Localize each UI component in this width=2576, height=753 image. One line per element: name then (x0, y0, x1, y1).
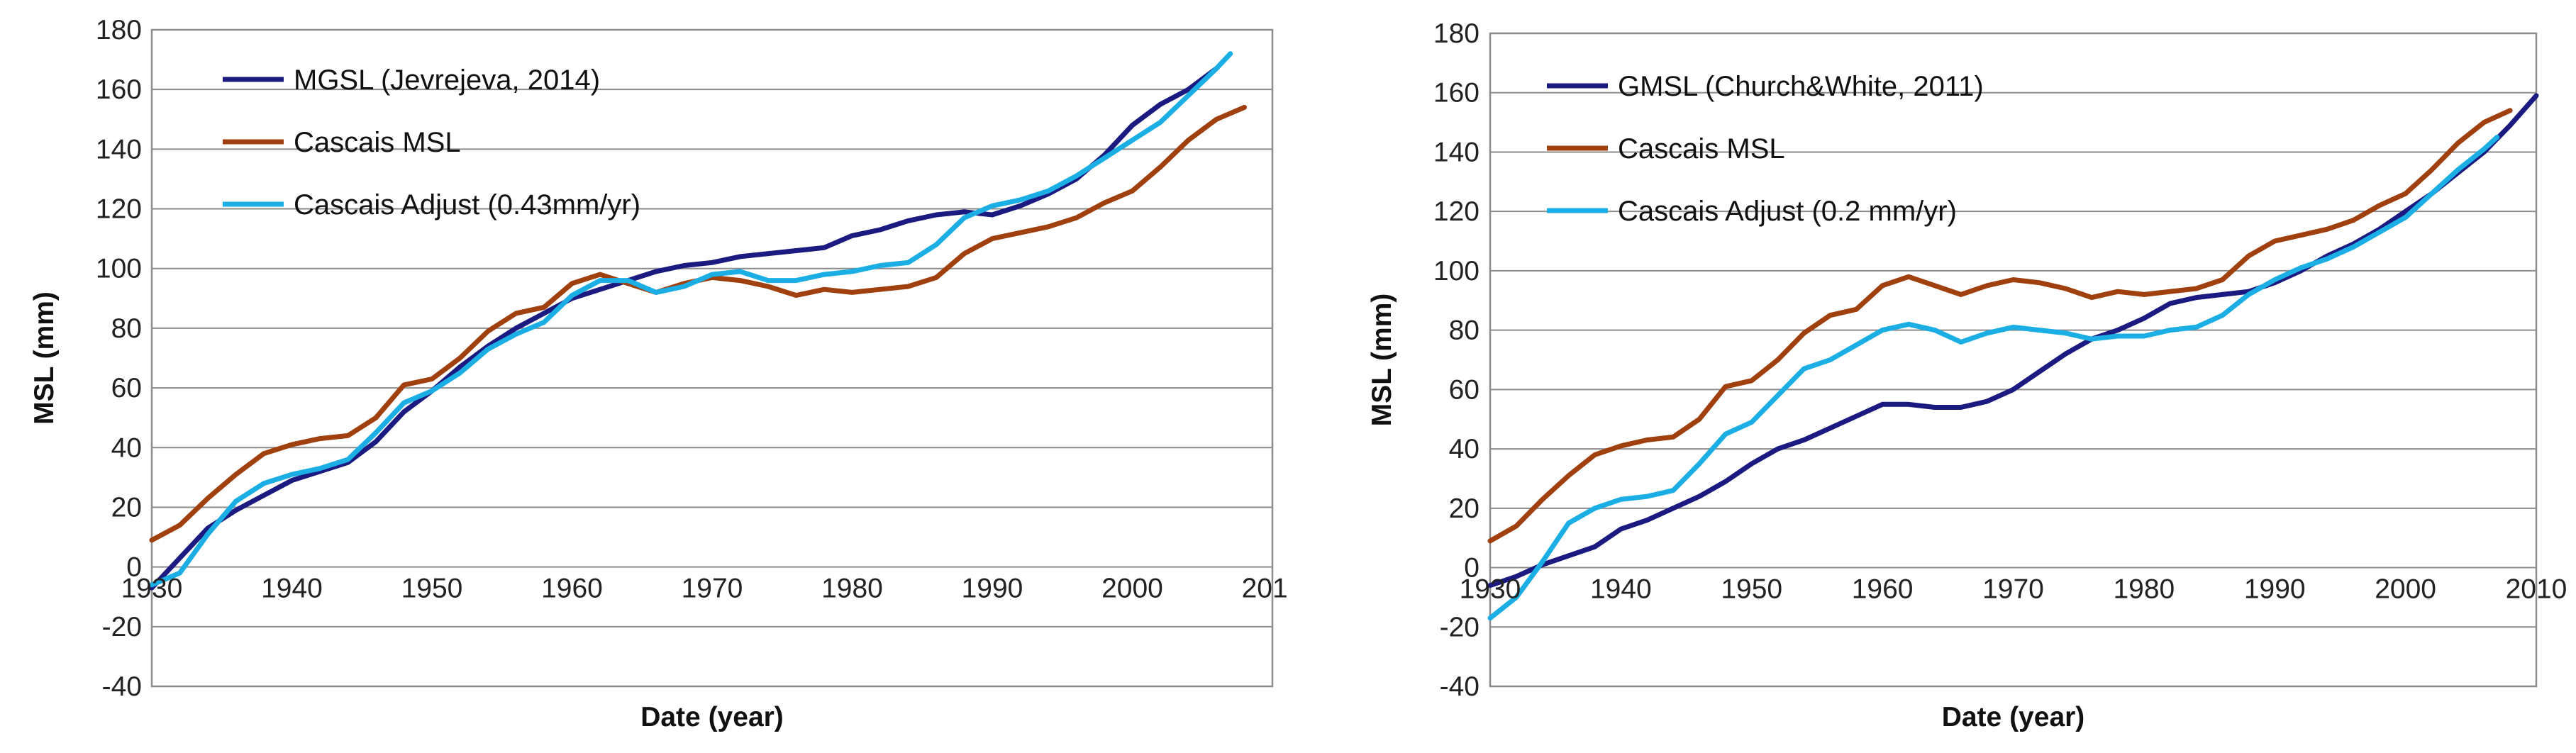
x-tick-label: 1980 (2113, 574, 2175, 605)
y-tick-label: 20 (1449, 493, 1479, 524)
y-tick-label: 160 (96, 74, 142, 105)
plot-area-frame (150, 28, 1274, 688)
y-tick-label: 40 (111, 433, 142, 463)
x-tick-label: 1970 (682, 574, 743, 604)
y-tick-label: 180 (96, 15, 142, 45)
y-tick-labels: -40 -20 0 20 40 60 80 100 120 140 160 180 (1433, 18, 1479, 702)
y-tick-label: 120 (96, 194, 142, 225)
series-line-3 (149, 51, 1233, 588)
x-tick-label: 1930 (1460, 574, 1521, 605)
y-tick-label: 20 (111, 492, 142, 523)
gridlines (1490, 91, 2536, 628)
x-tick-label: 2010 (1242, 574, 1288, 604)
y-tick-label: -40 (1440, 671, 1479, 702)
x-tick-label: 1980 (821, 574, 883, 604)
y-tick-label: 0 (126, 552, 142, 583)
y-tick-label: 100 (96, 254, 142, 284)
x-tick-label: 1950 (401, 574, 463, 604)
y-tick-label: 160 (1433, 78, 1479, 108)
y-tick-label: 100 (1433, 256, 1479, 286)
series-group (149, 51, 1247, 591)
x-tick-label: 2000 (1101, 574, 1163, 604)
series-line-2 (1487, 108, 2513, 544)
y-tick-label: 60 (1449, 374, 1479, 405)
x-tick-label: 1990 (962, 574, 1023, 604)
x-tick-label: 1970 (1982, 574, 2044, 605)
x-tick-label: 1950 (1721, 574, 1782, 605)
y-tick-label: 180 (1433, 18, 1479, 49)
x-tick-label: 2010 (2506, 574, 2567, 605)
y-axis-title: MSL (mm) (29, 291, 60, 425)
y-tick-label: 60 (111, 373, 142, 403)
series-line-1 (149, 66, 1219, 591)
x-tick-label: 1930 (121, 574, 183, 604)
y-tick-label: 80 (111, 313, 142, 344)
y-tick-label: 0 (1464, 553, 1479, 584)
y-tick-label: -20 (1440, 612, 1479, 642)
x-tick-labels: 1930 1940 1950 1960 1970 1980 1990 2000 2010 (1460, 574, 2567, 605)
x-tick-label: 2000 (2375, 574, 2436, 605)
y-tick-label: 120 (1433, 196, 1479, 227)
legend-label: Cascais MSL (1618, 133, 1785, 164)
y-tick-label: 140 (1433, 137, 1479, 167)
x-tick-label: 1960 (1852, 574, 1914, 605)
x-tick-labels: 1930 1940 1950 1960 1970 1980 1990 2000 2010 (121, 574, 1288, 604)
legend-label: GMSL (Church&White, 2011) (1618, 71, 1984, 102)
x-axis-title: Date (year) (640, 702, 784, 732)
y-axis-title: MSL (mm) (1367, 294, 1397, 427)
legend-label: Cascais Adjust (0.2 mm/yr) (1618, 196, 1957, 227)
legend: GMSL (Church&White, 2011) Cascais MSL Casc… (1547, 71, 1984, 227)
legend-label: Cascais Adjust (0.43mm/yr) (294, 189, 640, 221)
y-tick-label: -20 (102, 612, 142, 642)
gridlines (152, 89, 1272, 628)
legend: MGSL (Jevrejeva, 2014) Cascais MSL Cascais… (223, 65, 640, 221)
y-tick-label: -40 (102, 671, 142, 702)
series-line-3 (1487, 135, 2500, 621)
y-tick-label: 80 (1449, 316, 1479, 346)
y-tick-labels: -40 -20 0 20 40 60 80 100 120 140 160 180 (96, 15, 142, 702)
y-tick-label: 140 (96, 134, 142, 164)
series-line-1 (1487, 93, 2539, 589)
plot-area-frame (1489, 32, 2538, 688)
legend-label: MGSL (Jevrejeva, 2014) (294, 65, 600, 96)
legend-label: Cascais MSL (294, 127, 461, 158)
y-tick-label: 40 (1449, 434, 1479, 464)
x-tick-label: 1940 (261, 574, 323, 604)
x-tick-label: 1960 (541, 574, 603, 604)
x-tick-label: 1990 (2244, 574, 2306, 605)
x-axis-title: Date (year) (1942, 702, 2085, 732)
x-tick-label: 1940 (1590, 574, 1652, 605)
series-group (1487, 93, 2539, 621)
